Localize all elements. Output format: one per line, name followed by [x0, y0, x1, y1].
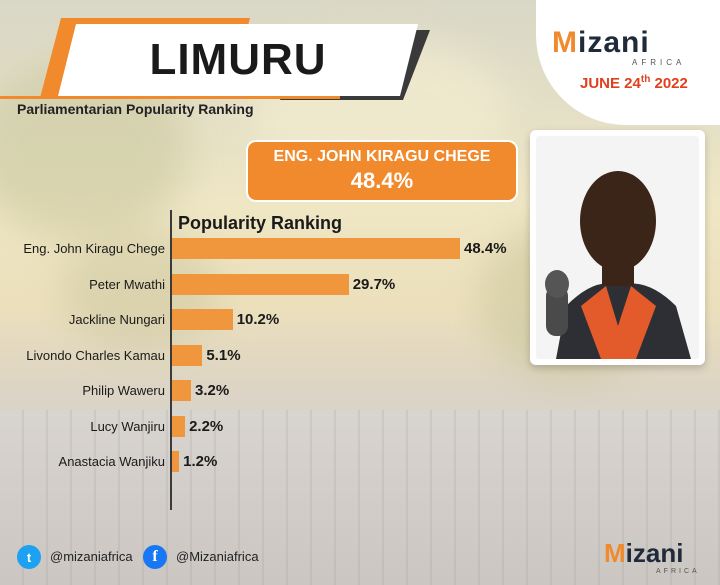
logo-card [536, 0, 720, 125]
bar [172, 273, 349, 295]
chart-title: Popularity Ranking [178, 213, 343, 233]
logo-subtitle: AFRICA [632, 58, 686, 67]
person-silhouette-icon [536, 136, 699, 359]
chart-axis [170, 210, 172, 510]
category-label: Jackline Nungari [68, 312, 165, 327]
category-label: Eng. John Kiragu Chege [23, 241, 165, 256]
title-box: LIMURU [58, 24, 418, 96]
value-label: 2.2% [189, 417, 224, 435]
subtitle-divider [0, 96, 340, 99]
winner-name: ENG. JOHN KIRAGU CHEGE [273, 148, 491, 165]
bar [172, 380, 192, 401]
category-label: Livondo Charles Kamau [26, 347, 165, 363]
winner-percent: 48.4% [350, 168, 414, 193]
candidate-photo-frame [530, 130, 705, 365]
winner-callout: ENG. JOHN KIRAGU CHEGE 48.4% [246, 140, 518, 202]
twitter-handle: @mizaniafrica [50, 549, 133, 564]
bar [172, 344, 203, 366]
bar [172, 309, 233, 330]
value-label: 5.1% [206, 346, 241, 364]
twitter-icon[interactable]: t [17, 545, 41, 569]
category-label: Philip Waweru [82, 383, 165, 398]
facebook-icon[interactable]: f [143, 545, 167, 569]
mizani-logo: Mizani [552, 26, 650, 59]
bar [172, 238, 460, 259]
category-label: Lucy Wanjiru [90, 418, 165, 434]
category-label: Peter Mwathi [89, 276, 165, 292]
facebook-handle: @Mizaniafrica [176, 549, 259, 564]
category-label: Anastacia Wanjiku [58, 454, 165, 469]
value-label: 10.2% [236, 311, 280, 328]
candidate-photo [536, 136, 699, 359]
bar [172, 451, 180, 472]
mizani-logo-footer: Mizani [604, 538, 684, 568]
value-label: 29.7% [352, 275, 396, 293]
survey-date: JUNE 24th 2022 [580, 74, 688, 92]
value-label: 3.2% [195, 382, 230, 399]
bar [172, 415, 186, 437]
page-title: LIMURU [149, 35, 327, 84]
value-label: 1.2% [183, 453, 218, 470]
value-label: 48.4% [464, 240, 507, 257]
logo-footer-subtitle: AFRICA [656, 568, 700, 575]
page-subtitle: Parliamentarian Popularity Ranking [17, 101, 254, 117]
wooden-floor-background [0, 410, 720, 585]
